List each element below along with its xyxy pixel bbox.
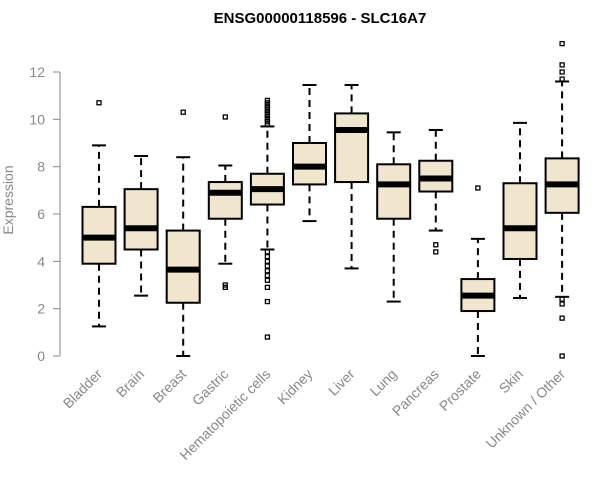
x-tick-label: Brain (113, 366, 147, 400)
x-tick-label: Prostate (436, 366, 484, 414)
y-tick-label: 0 (37, 348, 45, 364)
boxes-group (81, 40, 580, 359)
x-tick-label: Unknown / Other (483, 366, 569, 452)
outlier-point (433, 242, 439, 248)
iqr-box (334, 112, 370, 184)
y-tick-label: 4 (37, 253, 45, 269)
box-pancreas (418, 128, 454, 255)
y-tick-label: 10 (29, 111, 45, 127)
y-axis: 0 2 4 6 8 10 12 (29, 64, 61, 364)
x-tick-label: Bladder (60, 366, 106, 412)
outlier-point (559, 69, 565, 75)
x-tick-label: Kidney (274, 366, 316, 408)
outlier-point (264, 284, 271, 291)
y-axis-label: Expression (0, 165, 16, 234)
iqr-box (376, 163, 412, 220)
x-tick-label: Breast (149, 366, 189, 406)
box-lung (376, 131, 412, 303)
x-tick-label: Pancreas (389, 366, 442, 419)
box-liver (334, 84, 370, 270)
outlier-point (264, 263, 271, 269)
outlier-point (264, 258, 271, 264)
outlier-point (559, 76, 565, 82)
iqr-box (207, 181, 243, 220)
outlier-point (264, 249, 271, 255)
outlier-point (264, 272, 271, 279)
outlier-point (264, 334, 271, 340)
outlier-point (475, 185, 481, 191)
box-skin (502, 121, 538, 300)
outlier-point (180, 109, 186, 115)
outlier-point (264, 277, 271, 283)
outlier-point (559, 301, 565, 307)
outlier-point (433, 249, 439, 255)
outlier-point (222, 284, 228, 291)
outlier-point (559, 315, 565, 321)
box-bladder (81, 100, 117, 328)
outlier-point (222, 114, 228, 120)
iqr-box (123, 188, 159, 251)
outlier-point (264, 97, 271, 104)
iqr-box (502, 182, 538, 260)
outlier-point (559, 62, 565, 68)
outlier-point (96, 100, 102, 106)
y-tick-label: 6 (37, 206, 45, 222)
outlier-point (559, 353, 565, 359)
box-brain (123, 155, 159, 297)
box-kidney (292, 84, 327, 223)
outlier-point (559, 40, 565, 47)
box-gastric (207, 114, 243, 291)
box-breast (165, 109, 201, 357)
y-tick-label: 2 (37, 301, 45, 317)
x-tick-label: Liver (325, 366, 358, 399)
x-tick-label: Skin (496, 366, 527, 397)
y-tick-label: 8 (37, 159, 45, 175)
outlier-point (264, 268, 271, 274)
outlier-point (264, 298, 271, 305)
y-tick-label: 12 (29, 64, 45, 80)
box-prostate (460, 185, 496, 357)
box-unknown-other (544, 40, 580, 359)
x-tick-label: Lung (366, 366, 399, 399)
outlier-point (264, 253, 271, 260)
outlier-point (559, 296, 565, 302)
box-hematopoietic-cells (249, 97, 285, 340)
chart-title: ENSG00000118596 - SLC16A7 (214, 10, 427, 27)
